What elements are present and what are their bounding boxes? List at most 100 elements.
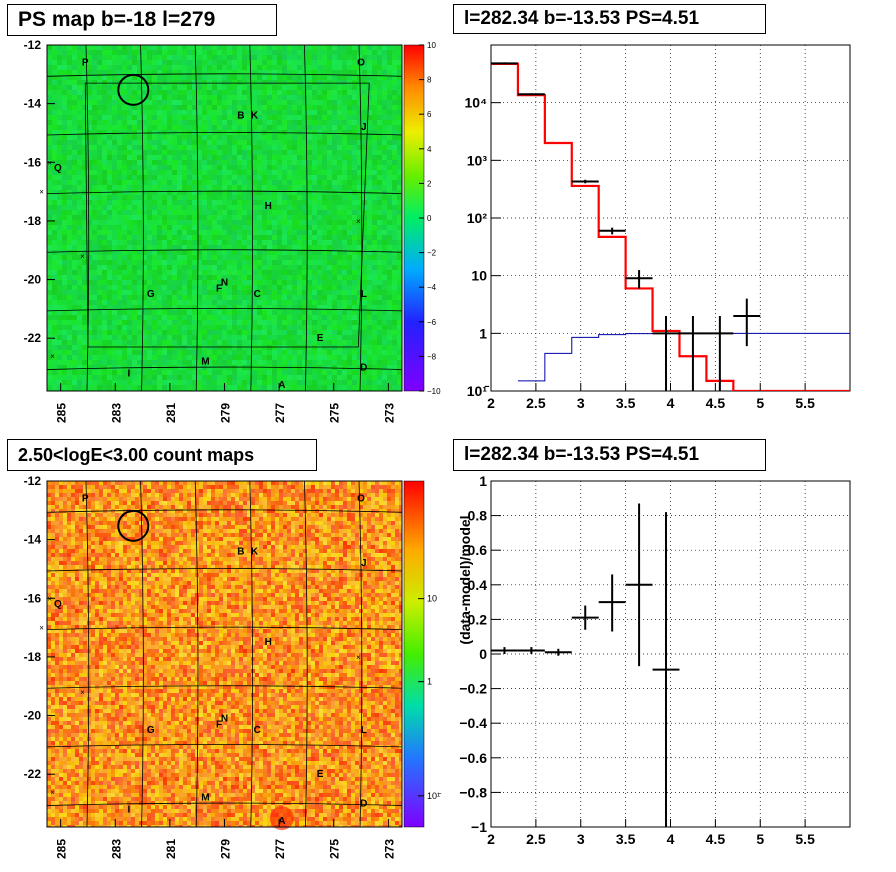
ps-map-pixel <box>267 135 272 140</box>
ps-map-pixel <box>332 230 337 235</box>
ps-map-pixel <box>147 175 152 180</box>
ps-map-pixel <box>272 215 277 220</box>
ps-map-pixel <box>192 290 197 295</box>
ps-map-pixel <box>347 320 352 325</box>
ps-map-pixel <box>82 55 87 60</box>
ps-map-pixel <box>117 335 122 340</box>
ps-map-pixel <box>327 295 332 300</box>
ps-map-pixel <box>117 260 122 265</box>
ps-map-pixel <box>147 340 152 345</box>
ps-map-pixel <box>292 80 297 85</box>
ps-map-pixel <box>287 140 292 145</box>
ps-map-pixel <box>272 180 277 185</box>
ps-map-pixel <box>242 170 247 175</box>
ps-map-pixel <box>342 105 347 110</box>
ps-map-pixel <box>177 240 182 245</box>
ps-map-pixel <box>152 325 157 330</box>
ps-map-pixel <box>157 315 162 320</box>
ps-map-pixel <box>162 190 167 195</box>
ps-map-pixel <box>62 145 67 150</box>
ps-map-pixel <box>342 155 347 160</box>
ps-map-pixel <box>202 330 207 335</box>
ps-map-pixel <box>302 290 307 295</box>
ps-map-pixel <box>107 260 112 265</box>
ps-map-pixel <box>217 155 222 160</box>
ps-map-pixel <box>57 125 62 130</box>
ps-map-pixel <box>137 290 142 295</box>
ps-map-pixel <box>332 175 337 180</box>
ps-map-pixel <box>257 150 262 155</box>
ps-map-pixel <box>267 370 272 375</box>
ps-map-pixel <box>302 115 307 120</box>
ps-map-pixel <box>127 350 132 355</box>
ps-map-pixel <box>72 300 77 305</box>
ps-map-pixel <box>237 125 242 130</box>
ps-map-pixel <box>217 230 222 235</box>
ps-map-pixel <box>187 190 192 195</box>
ps-map-pixel <box>132 385 137 390</box>
ps-map-pixel <box>297 50 302 55</box>
ps-map-pixel <box>302 205 307 210</box>
ps-map-pixel <box>147 200 152 205</box>
ps-map-pixel <box>122 250 127 255</box>
ps-map-pixel <box>307 320 312 325</box>
ps-map-pixel <box>137 45 142 50</box>
ps-map-pixel <box>67 130 72 135</box>
ps-map-pixel <box>367 45 372 50</box>
ps-map-pixel <box>67 140 72 145</box>
ps-map-pixel <box>207 370 212 375</box>
ps-map-pixel <box>177 300 182 305</box>
ps-map-pixel <box>397 310 402 315</box>
ps-map-pixel <box>312 325 317 330</box>
ps-map-pixel <box>342 360 347 365</box>
ps-map-pixel <box>312 215 317 220</box>
ps-map-pixel <box>222 280 227 285</box>
ps-map-pixel <box>222 180 227 185</box>
ps-map-pixel <box>62 350 67 355</box>
ps-map-pixel <box>57 135 62 140</box>
ps-map-pixel <box>202 45 207 50</box>
ps-map-pixel <box>162 300 167 305</box>
ps-map-pixel <box>192 255 197 260</box>
ps-map-pixel <box>312 105 317 110</box>
ps-map-pixel <box>322 335 327 340</box>
ps-map-pixel <box>342 75 347 80</box>
ps-map-pixel <box>57 45 62 50</box>
ps-map-pixel <box>367 230 372 235</box>
ps-map-pixel <box>257 55 262 60</box>
ps-map-pixel <box>87 265 92 270</box>
ps-map-pixel <box>167 155 172 160</box>
ps-map-pixel <box>192 105 197 110</box>
ps-map-pixel <box>387 320 392 325</box>
ps-map-pixel <box>272 235 277 240</box>
ps-map-pixel <box>72 195 77 200</box>
ps-map-pixel <box>107 270 112 275</box>
ps-map-pixel <box>227 170 232 175</box>
ps-map-pixel <box>342 335 347 340</box>
ps-map-pixel <box>357 205 362 210</box>
ps-map-pixel <box>372 85 377 90</box>
ps-map-pixel <box>112 85 117 90</box>
ps-map-pixel <box>232 385 237 390</box>
ps-map-pixel <box>337 145 342 150</box>
ps-map-pixel <box>232 190 237 195</box>
ps-map-pixel <box>382 60 387 65</box>
ps-map-pixel <box>302 265 307 270</box>
ps-map-pixel <box>392 195 397 200</box>
ps-map-pixel <box>377 125 382 130</box>
ps-map-pixel <box>277 175 282 180</box>
ps-map-pixel <box>162 140 167 145</box>
ps-map-pixel <box>342 255 347 260</box>
ps-map-pixel <box>112 120 117 125</box>
ps-map-pixel <box>197 335 202 340</box>
ps-map-pixel <box>152 280 157 285</box>
ps-map-pixel <box>237 90 242 95</box>
ps-map-pixel <box>177 100 182 105</box>
ps-map-pixel <box>287 315 292 320</box>
ps-map-pixel <box>207 295 212 300</box>
ps-map-pixel <box>282 90 287 95</box>
ps-map-pixel <box>152 260 157 265</box>
ps-map-pixel <box>152 345 157 350</box>
ps-map-pixel <box>362 205 367 210</box>
ps-map-pixel <box>202 260 207 265</box>
